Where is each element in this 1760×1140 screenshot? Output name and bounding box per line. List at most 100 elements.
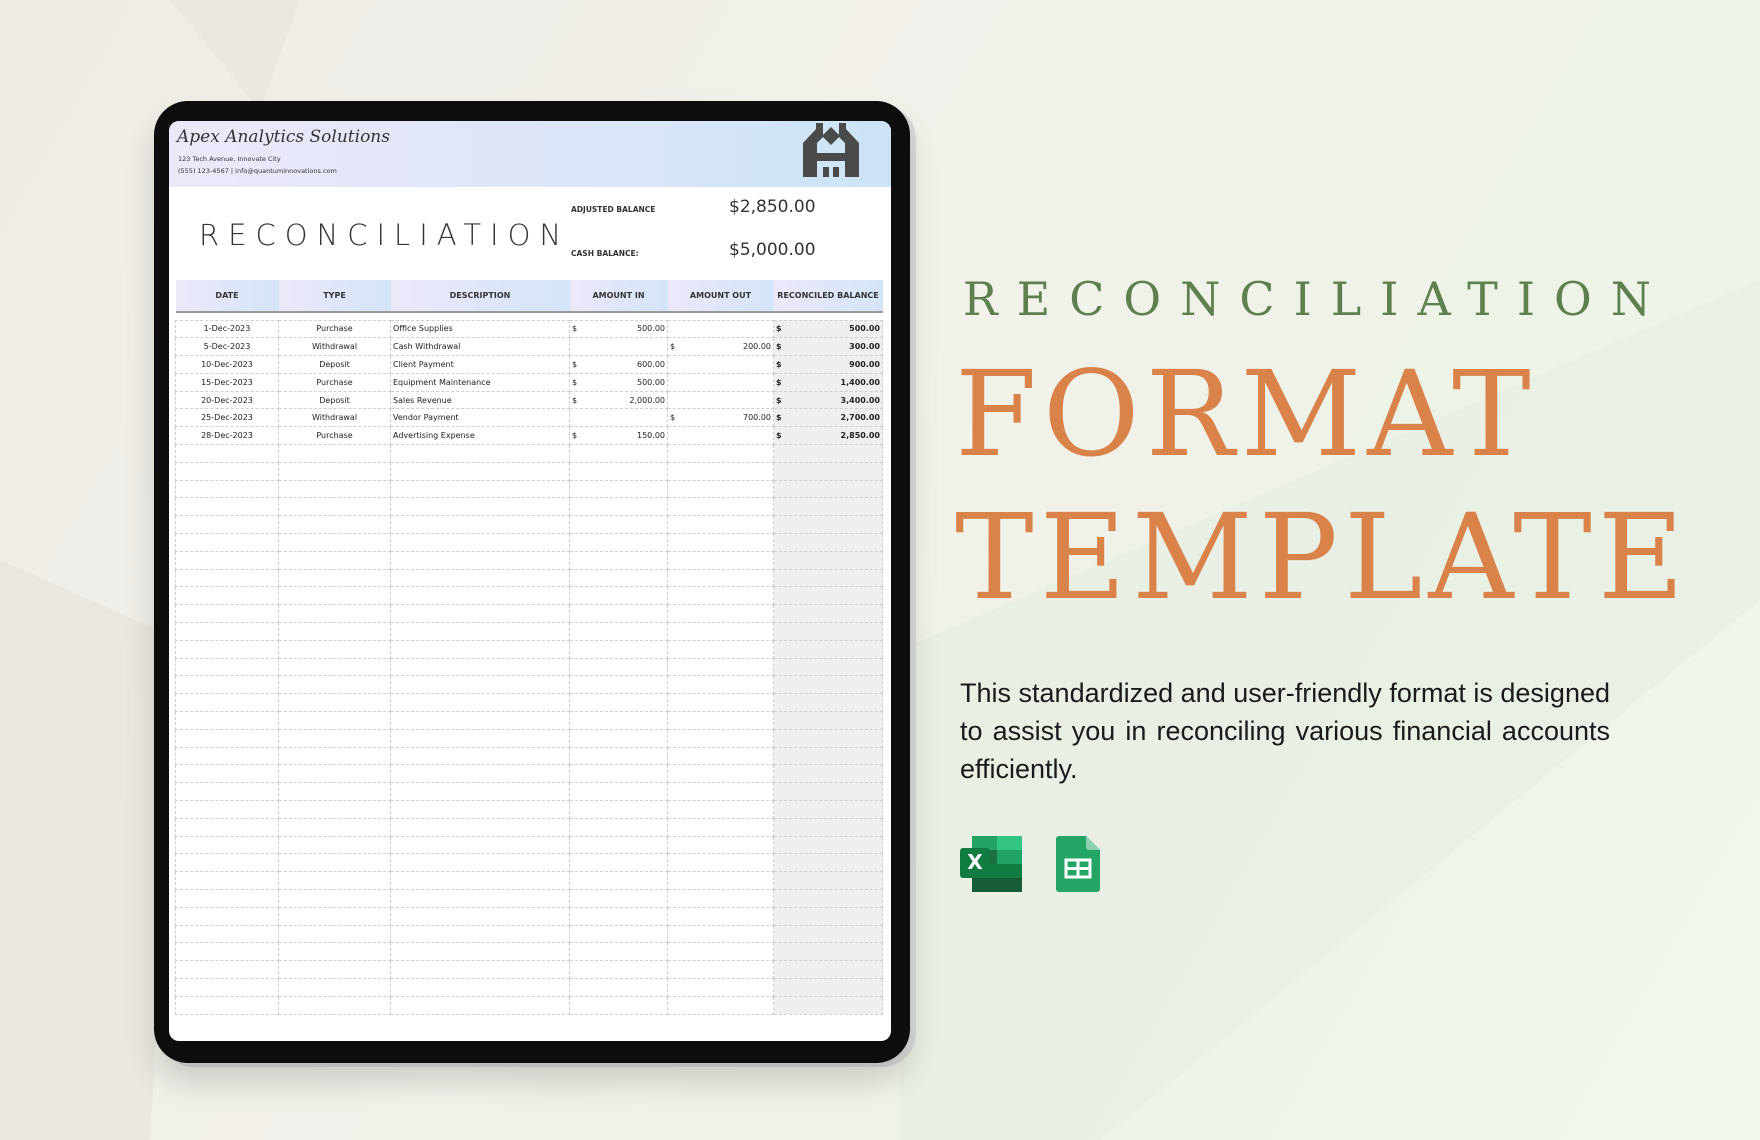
amount-out-cell[interactable] <box>667 479 774 499</box>
type-cell[interactable] <box>278 639 391 659</box>
amount-in-cell[interactable] <box>569 889 668 908</box>
amount-out-cell[interactable] <box>667 871 774 890</box>
amount-out-cell[interactable] <box>667 782 774 802</box>
amount-in-cell[interactable] <box>569 568 668 588</box>
balance-cell[interactable] <box>773 497 883 517</box>
balance-cell[interactable] <box>773 906 883 926</box>
amount-in-cell[interactable] <box>569 622 668 641</box>
amount-out-cell[interactable] <box>667 319 774 339</box>
amount-in-cell[interactable] <box>569 408 668 428</box>
date-cell[interactable]: 20-Dec-2023 <box>175 390 279 410</box>
type-cell[interactable] <box>278 568 391 588</box>
type-cell[interactable]: Purchase <box>278 372 391 392</box>
type-cell[interactable] <box>278 693 391 713</box>
amount-in-cell[interactable] <box>569 942 668 962</box>
description-cell[interactable] <box>390 871 570 890</box>
amount-out-cell[interactable] <box>667 497 774 517</box>
amount-in-cell[interactable] <box>569 461 668 481</box>
column-header-amount-out[interactable]: AMOUNT OUT <box>667 280 774 313</box>
amount-out-cell[interactable]: $700.00 <box>667 408 774 428</box>
amount-out-cell[interactable] <box>667 889 774 908</box>
amount-in-cell[interactable] <box>569 853 668 873</box>
balance-cell[interactable]: $2,850.00 <box>773 426 883 446</box>
balance-cell[interactable] <box>773 853 883 873</box>
amount-out-cell[interactable] <box>667 586 774 606</box>
date-cell[interactable] <box>175 586 279 606</box>
description-cell[interactable]: Advertising Expense <box>390 426 570 446</box>
amount-in-cell[interactable] <box>569 782 668 802</box>
amount-in-cell[interactable] <box>569 604 668 624</box>
type-cell[interactable] <box>278 461 391 481</box>
date-cell[interactable] <box>175 693 279 713</box>
type-cell[interactable] <box>278 942 391 962</box>
amount-in-cell[interactable] <box>569 533 668 552</box>
amount-in-cell[interactable]: $150.00 <box>569 426 668 446</box>
description-cell[interactable]: Office Supplies <box>390 319 570 339</box>
amount-in-cell[interactable] <box>569 906 668 926</box>
description-cell[interactable] <box>390 728 570 748</box>
type-cell[interactable] <box>278 871 391 890</box>
date-cell[interactable]: 15-Dec-2023 <box>175 372 279 392</box>
type-cell[interactable] <box>278 835 391 855</box>
amount-in-cell[interactable] <box>569 800 668 819</box>
date-cell[interactable]: 5-Dec-2023 <box>175 337 279 357</box>
amount-in-cell[interactable] <box>569 657 668 677</box>
amount-out-cell[interactable] <box>667 461 774 481</box>
balance-cell[interactable] <box>773 924 883 944</box>
balance-cell[interactable] <box>773 568 883 588</box>
date-cell[interactable]: 28-Dec-2023 <box>175 426 279 446</box>
date-cell[interactable] <box>175 906 279 926</box>
description-cell[interactable] <box>390 515 570 535</box>
balance-cell[interactable] <box>773 728 883 748</box>
date-cell[interactable] <box>175 711 279 730</box>
date-cell[interactable] <box>175 835 279 855</box>
amount-out-cell[interactable] <box>667 675 774 695</box>
date-cell[interactable] <box>175 871 279 890</box>
amount-in-cell[interactable] <box>569 746 668 766</box>
balance-cell[interactable] <box>773 835 883 855</box>
date-cell[interactable] <box>175 461 279 481</box>
type-cell[interactable] <box>278 782 391 802</box>
balance-cell[interactable] <box>773 800 883 819</box>
date-cell[interactable] <box>175 889 279 908</box>
amount-in-cell[interactable] <box>569 515 668 535</box>
amount-out-cell[interactable] <box>667 693 774 713</box>
description-cell[interactable] <box>390 942 570 962</box>
balance-cell[interactable] <box>773 817 883 837</box>
description-cell[interactable]: Vendor Payment <box>390 408 570 428</box>
date-cell[interactable] <box>175 977 279 997</box>
balance-cell[interactable] <box>773 479 883 499</box>
balance-cell[interactable]: $3,400.00 <box>773 390 883 410</box>
type-cell[interactable] <box>278 728 391 748</box>
date-cell[interactable]: 10-Dec-2023 <box>175 355 279 374</box>
type-cell[interactable] <box>278 977 391 997</box>
balance-cell[interactable] <box>773 871 883 890</box>
google-sheets-icon[interactable] <box>1056 836 1100 892</box>
description-cell[interactable] <box>390 995 570 1015</box>
type-cell[interactable] <box>278 924 391 944</box>
balance-cell[interactable]: $500.00 <box>773 319 883 339</box>
date-cell[interactable] <box>175 995 279 1015</box>
description-cell[interactable] <box>390 711 570 730</box>
date-cell[interactable] <box>175 942 279 962</box>
amount-in-cell[interactable] <box>569 550 668 570</box>
date-cell[interactable] <box>175 817 279 837</box>
amount-out-cell[interactable]: $200.00 <box>667 337 774 357</box>
amount-out-cell[interactable] <box>667 942 774 962</box>
description-cell[interactable] <box>390 675 570 695</box>
balance-cell[interactable] <box>773 782 883 802</box>
type-cell[interactable]: Withdrawal <box>278 408 391 428</box>
amount-in-cell[interactable] <box>569 586 668 606</box>
type-cell[interactable] <box>278 675 391 695</box>
date-cell[interactable]: 25-Dec-2023 <box>175 408 279 428</box>
amount-in-cell[interactable]: $2,000.00 <box>569 390 668 410</box>
amount-out-cell[interactable] <box>667 835 774 855</box>
type-cell[interactable]: Purchase <box>278 426 391 446</box>
amount-out-cell[interactable] <box>667 639 774 659</box>
description-cell[interactable] <box>390 782 570 802</box>
type-cell[interactable]: Deposit <box>278 355 391 374</box>
description-cell[interactable] <box>390 977 570 997</box>
amount-in-cell[interactable]: $500.00 <box>569 319 668 339</box>
column-header-type[interactable]: TYPE <box>278 280 391 313</box>
balance-cell[interactable] <box>773 639 883 659</box>
